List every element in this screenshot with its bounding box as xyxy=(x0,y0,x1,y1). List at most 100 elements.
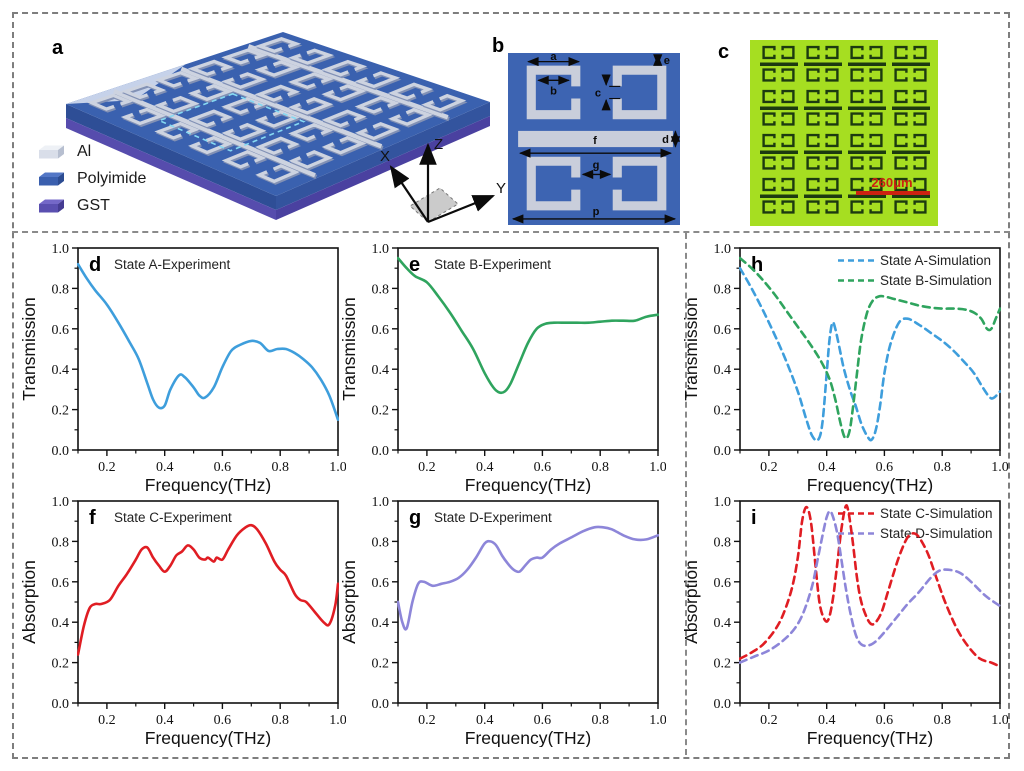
srr-ring xyxy=(254,37,302,53)
legend-row-polyimide: Polyimide xyxy=(36,165,146,192)
legend-label: State A-Simulation xyxy=(880,253,991,268)
micro-ring xyxy=(781,68,795,82)
srr-ring xyxy=(187,109,233,128)
srr-ring-shadow xyxy=(189,111,235,129)
chart-annotation: State B-Experiment xyxy=(434,257,551,272)
micro-ring xyxy=(913,89,927,104)
panel-letter: g xyxy=(409,507,421,529)
micro-ring xyxy=(781,156,795,170)
srr-ring-shadow xyxy=(121,84,168,101)
plot-box xyxy=(77,500,339,704)
x-tick-label: 0.2 xyxy=(98,460,116,475)
srr-ring xyxy=(187,59,234,77)
srr-ring xyxy=(321,136,367,155)
y-axis-title: Absorption xyxy=(340,560,359,644)
micro-ring xyxy=(825,89,839,104)
x-axis-title: Frequency(THz) xyxy=(145,475,271,494)
srr-bar xyxy=(247,44,449,120)
panel-label-c: c xyxy=(718,41,730,63)
x-tick-label: 0.4 xyxy=(818,713,836,728)
y-tick-label: 0.0 xyxy=(372,697,390,712)
dim-d-label: d xyxy=(662,134,669,146)
y-tick-label: 0.8 xyxy=(714,535,732,550)
srr-ring xyxy=(154,95,200,114)
micro-bar xyxy=(848,62,886,66)
legend-label-gst: GST xyxy=(77,196,110,214)
srr-ring-shadow xyxy=(322,61,369,79)
y-axis-title: Transmission xyxy=(340,297,359,400)
micro-bar xyxy=(760,150,798,154)
micro-bar xyxy=(804,62,842,66)
micro-ring xyxy=(850,68,864,82)
chart-transmission-simulation: 0.2 0.4 0.6 0.8 1.0 0.0 0.2 0.4 0.6 0.8 1.0 Frequen… xyxy=(681,236,1009,495)
micro-ring xyxy=(806,200,820,214)
legend-label: State D-Simulation xyxy=(880,526,993,541)
plot-box xyxy=(397,247,659,451)
panel-letter: f xyxy=(89,507,96,529)
srr-top-left xyxy=(526,65,581,120)
chart-state-b-experiment: 0.2 0.4 0.6 0.8 1.0 0.0 0.2 0.4 0.6 0.8 1.0 Frequen… xyxy=(339,236,667,495)
y-tick-label: 0.0 xyxy=(714,697,732,712)
micro-ring xyxy=(806,133,820,148)
x-tick-label: 0.4 xyxy=(476,713,494,728)
swatch-top xyxy=(39,172,64,177)
al-corner-highlight xyxy=(66,64,186,104)
swatch-front xyxy=(39,203,58,212)
y-tick-label: 1.0 xyxy=(714,495,732,510)
srr-ring-shadow xyxy=(255,86,302,104)
micro-ring xyxy=(806,68,820,82)
series-State C-Experiment xyxy=(77,523,339,656)
y-tick-label: 0.6 xyxy=(714,323,732,338)
srr-ring xyxy=(321,84,367,102)
micro-ring xyxy=(869,89,883,104)
micro-ring xyxy=(762,45,776,60)
srr-ring-shadow xyxy=(355,97,402,116)
chart-state-d-experiment: 0.2 0.4 0.6 0.8 1.0 0.0 0.2 0.4 0.6 0.8 1.0 Frequen… xyxy=(339,489,667,748)
srr-ring xyxy=(421,93,467,112)
x-tick-label: 0.8 xyxy=(591,713,609,728)
x-tick-label: 0.4 xyxy=(156,460,174,475)
swatch-top xyxy=(39,145,64,150)
x-tick-label: 0.4 xyxy=(476,460,494,475)
micro-ring xyxy=(869,200,883,214)
x-tick-label: 0.6 xyxy=(214,713,232,728)
scale-bar-label: 260μm xyxy=(871,175,912,190)
panel-letter: e xyxy=(409,254,420,276)
srr-ring xyxy=(187,84,234,102)
x-tick-label: 0.8 xyxy=(933,713,951,728)
y-tick-label: 0.8 xyxy=(714,282,732,297)
panel-letter: h xyxy=(751,254,763,276)
y-tick-label: 0.0 xyxy=(52,444,70,459)
micro-ring xyxy=(894,89,908,104)
micro-ring xyxy=(913,177,927,192)
micro-ring xyxy=(762,112,776,126)
chart-svg-d: 0.2 0.4 0.6 0.8 1.0 0.0 0.2 0.4 0.6 0.8 1.0 Frequen… xyxy=(19,242,347,495)
x-axis-title: Frequency(THz) xyxy=(145,728,271,747)
micro-ring xyxy=(825,112,839,126)
micro-ring xyxy=(869,112,883,126)
chart-state-c-experiment: 0.2 0.4 0.6 0.8 1.0 0.0 0.2 0.4 0.6 0.8 1.0 Frequen… xyxy=(19,489,347,748)
micro-ring xyxy=(869,156,883,170)
micro-bar xyxy=(892,106,930,110)
srr-top-right xyxy=(612,65,667,120)
micro-ring xyxy=(850,156,864,170)
srr-bottom-left xyxy=(526,156,581,211)
series-State D-Experiment xyxy=(397,525,659,631)
swatch-top xyxy=(39,199,64,204)
micro-bar xyxy=(848,194,886,198)
srr-ring xyxy=(354,122,400,141)
y-axis-label: Y xyxy=(496,180,506,197)
y-tick-label: 0.2 xyxy=(52,404,70,419)
dim-c-label: c xyxy=(595,88,601,100)
series-State B-Simulation xyxy=(739,256,1001,440)
x-tick-label: 0.8 xyxy=(933,460,951,475)
srr-ring xyxy=(387,82,434,100)
srr-ring xyxy=(221,150,267,169)
x-tick-label: 1.0 xyxy=(649,713,666,728)
x-tick-label: 0.4 xyxy=(818,460,836,475)
y-tick-label: 0.6 xyxy=(372,323,390,338)
series-State A-Experiment xyxy=(77,262,339,421)
micro-ring xyxy=(762,133,776,148)
micro-ring xyxy=(913,68,927,82)
x-tick-label: 0.4 xyxy=(156,713,174,728)
